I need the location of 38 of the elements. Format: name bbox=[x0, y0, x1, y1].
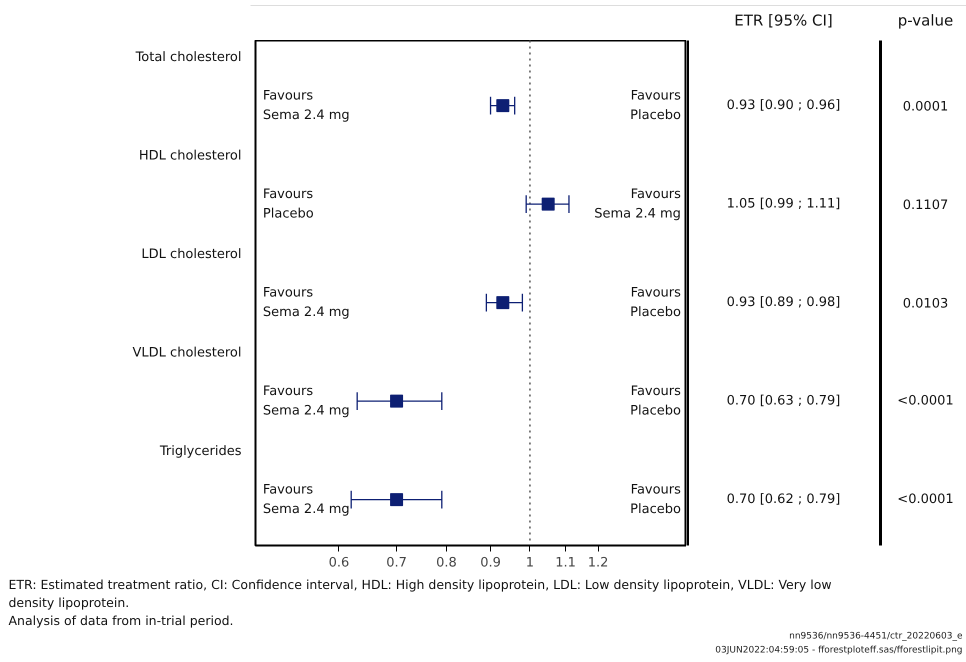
y-tick-label: VLDL cholesterol bbox=[132, 345, 242, 360]
text: ETR [95% CI] bbox=[734, 12, 833, 30]
x-tick-label: 0.8 bbox=[436, 556, 457, 570]
data-label: 0.70 [0.62 ; 0.79] bbox=[726, 492, 840, 508]
text: ETR: Estimated treatment ratio, CI: Confidence interval, HDL: High density lipoprotein, LDL: Low density lipoprotein, VLDL: Very low density lipoprotein. bbox=[8, 577, 832, 610]
annotation: Favours Placebo bbox=[630, 285, 682, 320]
text: 0.1107 bbox=[902, 198, 948, 214]
data-label: 1.05 [0.99 ; 1.11] bbox=[726, 196, 840, 212]
annotation: Favours Sema 2.4 mg bbox=[594, 186, 682, 222]
y-tick-label: HDL cholesterol bbox=[138, 148, 242, 164]
text: 03JUN2022:04:59:05 - fforestploteff.sas/fforestlipit.png bbox=[715, 646, 963, 656]
data-label: 0.93 [0.90 ; 0.96] bbox=[726, 98, 840, 114]
annotation: Favours Sema 2.4 mg bbox=[262, 482, 350, 517]
text: <0.0001 bbox=[897, 394, 954, 409]
x-tick-label: 1 bbox=[526, 556, 534, 570]
x-tick-label: 0.6 bbox=[328, 556, 350, 570]
x-tick-label: 1.2 bbox=[588, 556, 608, 570]
annotation: Favours Placebo bbox=[630, 482, 682, 517]
text: 0.0001 bbox=[902, 100, 948, 115]
y-tick-label: LDL cholesterol bbox=[141, 246, 242, 262]
y-tick-label: Triglycerides bbox=[158, 444, 242, 459]
text: <0.0001 bbox=[897, 492, 954, 508]
x-tick-label: 1.1 bbox=[555, 556, 576, 570]
text: nn9536/nn9536-4451/ctr_20220603_e bbox=[789, 632, 963, 642]
annotation: Favours Placebo bbox=[630, 88, 682, 123]
x-tick-label: 0.9 bbox=[480, 556, 501, 570]
data-label: 0.70 [0.63 ; 0.79] bbox=[726, 394, 840, 409]
annotation: Favours Sema 2.4 mg bbox=[262, 285, 350, 320]
annotation: Favours Placebo bbox=[630, 384, 682, 418]
data-label: 0.93 [0.89 ; 0.98] bbox=[726, 295, 840, 310]
annotation: Favours Sema 2.4 mg bbox=[262, 88, 350, 123]
annotation: Favours Sema 2.4 mg bbox=[262, 384, 350, 418]
x-tick-label: 0.7 bbox=[386, 556, 407, 570]
text: Analysis of data from in-trial period. bbox=[8, 613, 234, 628]
annotation: Favours Placebo bbox=[262, 186, 314, 222]
text: 0.0103 bbox=[902, 296, 948, 312]
y-tick-label: Total cholesterol bbox=[134, 50, 242, 65]
text: p-value bbox=[898, 12, 954, 30]
